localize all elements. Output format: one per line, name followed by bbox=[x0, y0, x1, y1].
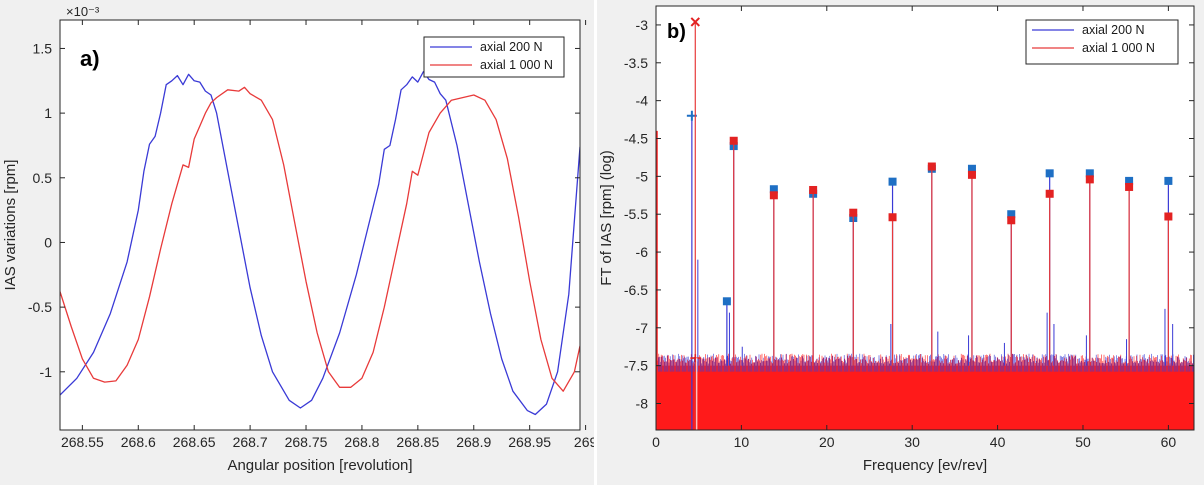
y-axis-title: FT of IAS [rpm] (log) bbox=[598, 150, 615, 286]
peak-marker-1 bbox=[967, 164, 976, 173]
y-axis-title: IAS variations [rpm] bbox=[2, 160, 19, 291]
x-marker-2 bbox=[690, 17, 700, 27]
panel-label-a: a) bbox=[80, 46, 100, 71]
axes-frame bbox=[59, 19, 581, 431]
legend-label-2: axial 1 000 N bbox=[480, 58, 553, 72]
axes-frame bbox=[655, 5, 1195, 431]
legend-label-1: axial 200 N bbox=[480, 40, 543, 54]
x-tick-label: 268.9 bbox=[456, 434, 491, 450]
x-tick-label: 268.85 bbox=[396, 434, 439, 450]
x-tick-label: 20 bbox=[819, 434, 835, 450]
x-tick-label: 268.7 bbox=[233, 434, 268, 450]
x-tick-label: 268.55 bbox=[61, 434, 104, 450]
panel-a-ias-variations: 268.55 268.6 268.65 268.7 268.75 268.8 268.85 2… bbox=[0, 0, 594, 485]
y-tick-label: 0 bbox=[44, 234, 52, 250]
legend-box bbox=[1025, 19, 1179, 65]
x-tick-label: 60 bbox=[1161, 434, 1177, 450]
panel-divider bbox=[594, 0, 597, 485]
baseline-marker-2 bbox=[690, 354, 701, 363]
legend-box bbox=[423, 36, 565, 78]
x-tick-label: 50 bbox=[1075, 434, 1091, 450]
peak-marker-1 bbox=[1085, 169, 1094, 178]
y-tick-label: -4 bbox=[636, 93, 649, 109]
y-tick-label: -6.5 bbox=[624, 282, 648, 298]
peak-marker-1 bbox=[1125, 176, 1134, 185]
y-tick-label: -7.5 bbox=[624, 358, 648, 374]
peak-marker-2 bbox=[1045, 189, 1054, 198]
peak-marker-2 bbox=[809, 185, 818, 194]
peak-marker-2 bbox=[967, 170, 976, 179]
y-tick-label: -3.5 bbox=[624, 55, 648, 71]
noise-floor-group bbox=[656, 353, 1194, 430]
x-tick-label: 0 bbox=[652, 434, 660, 450]
peak-marker-2 bbox=[1085, 175, 1094, 184]
series-line-1 bbox=[60, 71, 580, 416]
y-tick-label: 1 bbox=[44, 105, 52, 121]
x-tick-label: 268.8 bbox=[344, 434, 379, 450]
series-line-2 bbox=[60, 86, 580, 392]
chart-a-svg: 268.55 268.6 268.65 268.7 268.75 268.8 268.85 2… bbox=[2, 4, 594, 474]
x-axis-title: Angular position [revolution] bbox=[227, 457, 412, 474]
plot-group bbox=[656, 17, 1194, 430]
y-tick-label: -7 bbox=[636, 320, 649, 336]
peak-marker-1 bbox=[722, 297, 731, 306]
peak-marker-1 bbox=[1007, 210, 1016, 219]
panel-label-b: b) bbox=[667, 21, 686, 43]
x-tick-label: 40 bbox=[990, 434, 1006, 450]
peak-marker-1 bbox=[888, 177, 897, 186]
peak-marker-2 bbox=[927, 162, 936, 171]
y-tick-label: -6 bbox=[636, 244, 649, 260]
y-tick-label: -1 bbox=[40, 364, 53, 380]
y-tick-label: -5.5 bbox=[624, 206, 648, 222]
peak-marker-1 bbox=[769, 185, 778, 194]
peak-marker-1 bbox=[1164, 176, 1173, 185]
y-exponent-label: ×10⁻³ bbox=[66, 4, 100, 19]
x-tick-label: 268.95 bbox=[508, 434, 551, 450]
panel-b-fourier-spectrum: 0 10 20 30 40 50 60 -8 -7.5 -7 -6.5 -6 -5.5 -5 -4.5 -4 -… bbox=[597, 0, 1204, 485]
peak-marker-2 bbox=[888, 213, 897, 222]
legend-label-2: axial 1 000 N bbox=[1082, 41, 1155, 55]
y-tick-label: -0.5 bbox=[28, 299, 52, 315]
peak-marker-2 bbox=[849, 208, 858, 217]
x-tick-label: 30 bbox=[904, 434, 920, 450]
y-tick-label: -4.5 bbox=[624, 131, 648, 147]
y-tick-label: -3 bbox=[636, 17, 649, 33]
x-axis-title: Frequency [ev/rev] bbox=[863, 457, 987, 474]
peak-marker-2 bbox=[729, 136, 738, 145]
x-tick-label: 268.75 bbox=[285, 434, 328, 450]
x-tick-label: 268.65 bbox=[173, 434, 216, 450]
y-tick-label: -8 bbox=[636, 396, 649, 412]
y-tick-label: -5 bbox=[636, 168, 649, 184]
legend-label-1: axial 200 N bbox=[1082, 23, 1145, 37]
plot-group bbox=[60, 71, 580, 416]
plot-area bbox=[60, 20, 580, 430]
chart-b-svg: 0 10 20 30 40 50 60 -8 -7.5 -7 -6.5 -6 -5.5 -5 -4.5 -4 -… bbox=[598, 5, 1195, 474]
peak-marker-2 bbox=[1125, 182, 1134, 191]
peak-marker-1 bbox=[1045, 169, 1054, 178]
x-tick-label: 269 bbox=[574, 434, 594, 450]
x-tick-label: 268.6 bbox=[121, 434, 156, 450]
y-tick-label: 1.5 bbox=[33, 40, 53, 56]
peak-marker-2 bbox=[769, 191, 778, 200]
noise-floor-fill bbox=[656, 365, 1194, 430]
y-tick-label: 0.5 bbox=[33, 170, 53, 186]
peak-marker-2 bbox=[1007, 216, 1016, 225]
x-tick-label: 10 bbox=[734, 434, 750, 450]
peak-marker-2 bbox=[1164, 212, 1173, 221]
